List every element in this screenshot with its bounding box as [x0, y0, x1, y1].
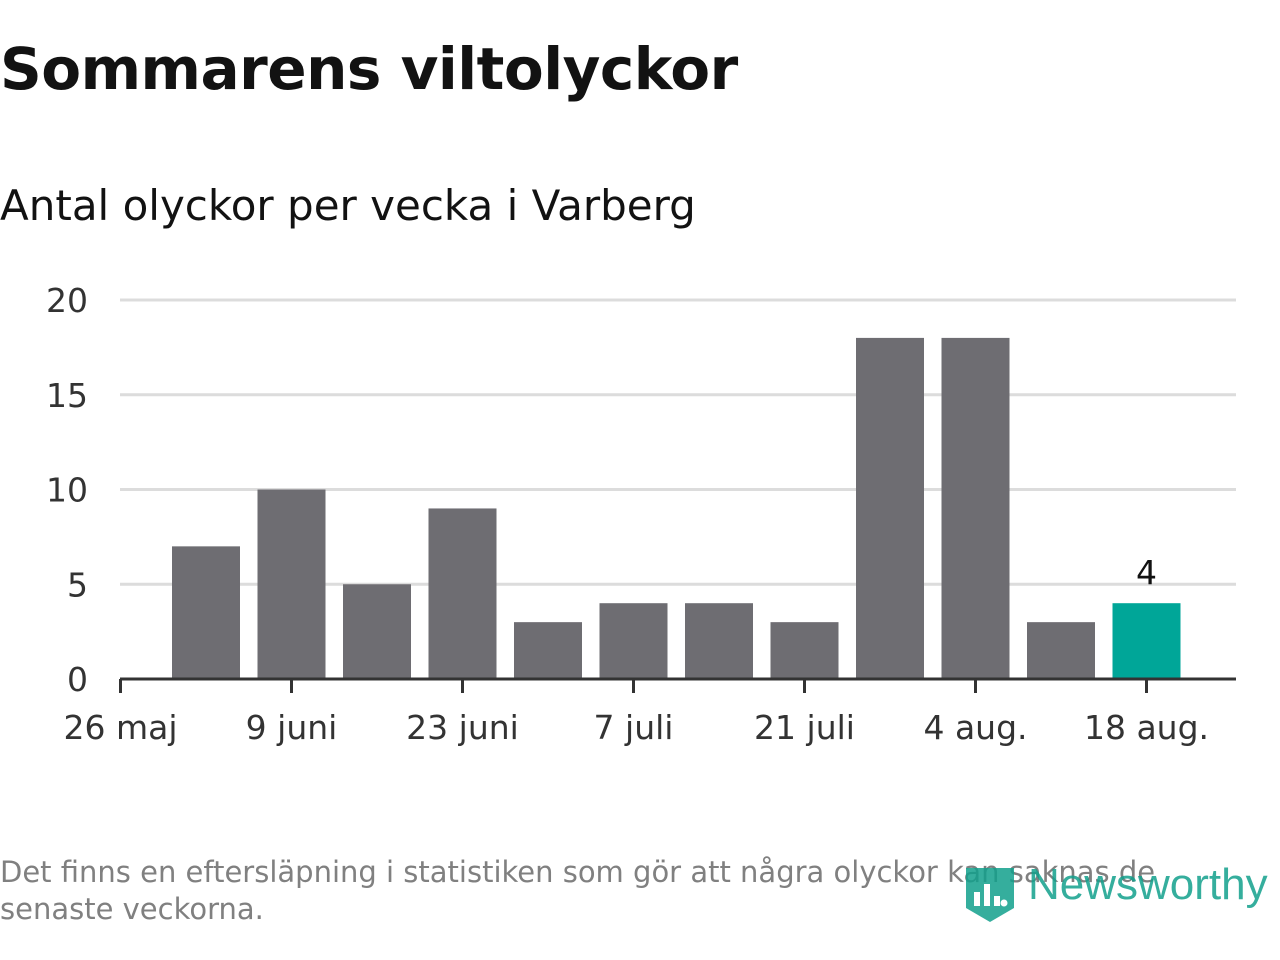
y-tick-label: 5: [67, 565, 88, 604]
data-labels: 4: [1136, 553, 1157, 592]
bars: [172, 337, 1181, 679]
bar-chart-shield-icon: [966, 868, 1014, 922]
bar: [514, 622, 582, 679]
chart-subtitle: Antal olyckor per vecka i Varberg: [0, 181, 696, 230]
y-tick-label: 20: [46, 281, 88, 320]
y-tick-label: 10: [46, 471, 88, 510]
x-tick-label: 7 juli: [594, 708, 674, 747]
bar: [1027, 622, 1095, 679]
y-axis-ticks: 0 5 10 15 20: [46, 281, 88, 699]
x-axis-ticks: 26 maj 9 juni 23 juni 7 juli 21 juli 4 aug. 18…: [63, 679, 1209, 747]
bar: [257, 489, 326, 679]
y-tick-label: 15: [46, 376, 88, 415]
x-tick-label: 26 maj: [63, 708, 177, 747]
bar: [343, 584, 411, 679]
bar-chart: 0 5 10 15 20 26 maj 9 juni 23 juni 7 juli 21 jul…: [46, 281, 1236, 747]
x-tick-label: 23 juni: [406, 708, 519, 747]
newsworthy-logo: Newsworthy: [964, 858, 1276, 930]
bar: [599, 603, 668, 679]
x-tick-label: 21 juli: [754, 708, 855, 747]
footnote: Det finns en eftersläpning i statistiken…: [0, 855, 1156, 926]
bar: [941, 337, 1010, 679]
bar: [856, 337, 924, 679]
chart-title: Sommarens viltolyckor: [0, 35, 738, 103]
data-label: 4: [1136, 553, 1157, 592]
x-tick-label: 4 aug.: [923, 708, 1027, 747]
x-tick-label: 18 aug.: [1084, 708, 1209, 747]
bar: [770, 622, 839, 679]
brand-name: Newsworthy: [1028, 860, 1268, 909]
bar: [428, 508, 497, 679]
bar: [1112, 603, 1181, 679]
x-tick-label: 9 juni: [246, 708, 338, 747]
y-tick-label: 0: [67, 660, 88, 699]
bar: [685, 603, 753, 679]
bar: [172, 546, 240, 679]
